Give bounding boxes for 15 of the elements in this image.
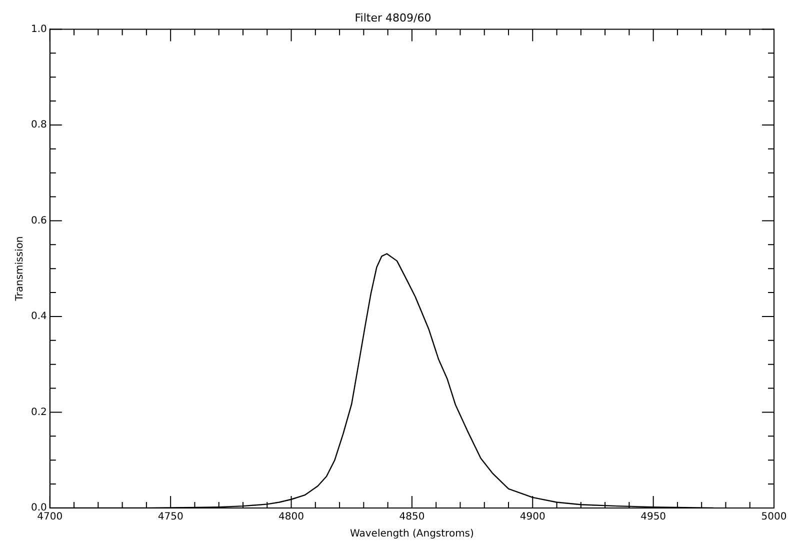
y-axis-title: Transmission xyxy=(14,236,26,302)
y-tick-label: 0.4 xyxy=(30,311,47,322)
chart-title: Filter 4809/60 xyxy=(354,11,432,24)
y-tick-label: 0.2 xyxy=(30,406,47,418)
x-axis-title: Wavelength (Angstroms) xyxy=(350,528,474,540)
x-tick-label: 4700 xyxy=(37,512,63,523)
x-tick-label: 4900 xyxy=(520,512,546,523)
y-tick-label: 0.8 xyxy=(30,120,47,131)
y-tick-label: 0.6 xyxy=(30,215,47,226)
x-tick-label: 5000 xyxy=(761,512,787,523)
x-tick-label: 4800 xyxy=(278,512,304,523)
x-tick-label: 4750 xyxy=(158,512,184,523)
y-tick-label: 1.0 xyxy=(30,24,47,35)
x-tick-label: 4950 xyxy=(640,512,666,523)
x-tick-label: 4850 xyxy=(399,512,425,523)
